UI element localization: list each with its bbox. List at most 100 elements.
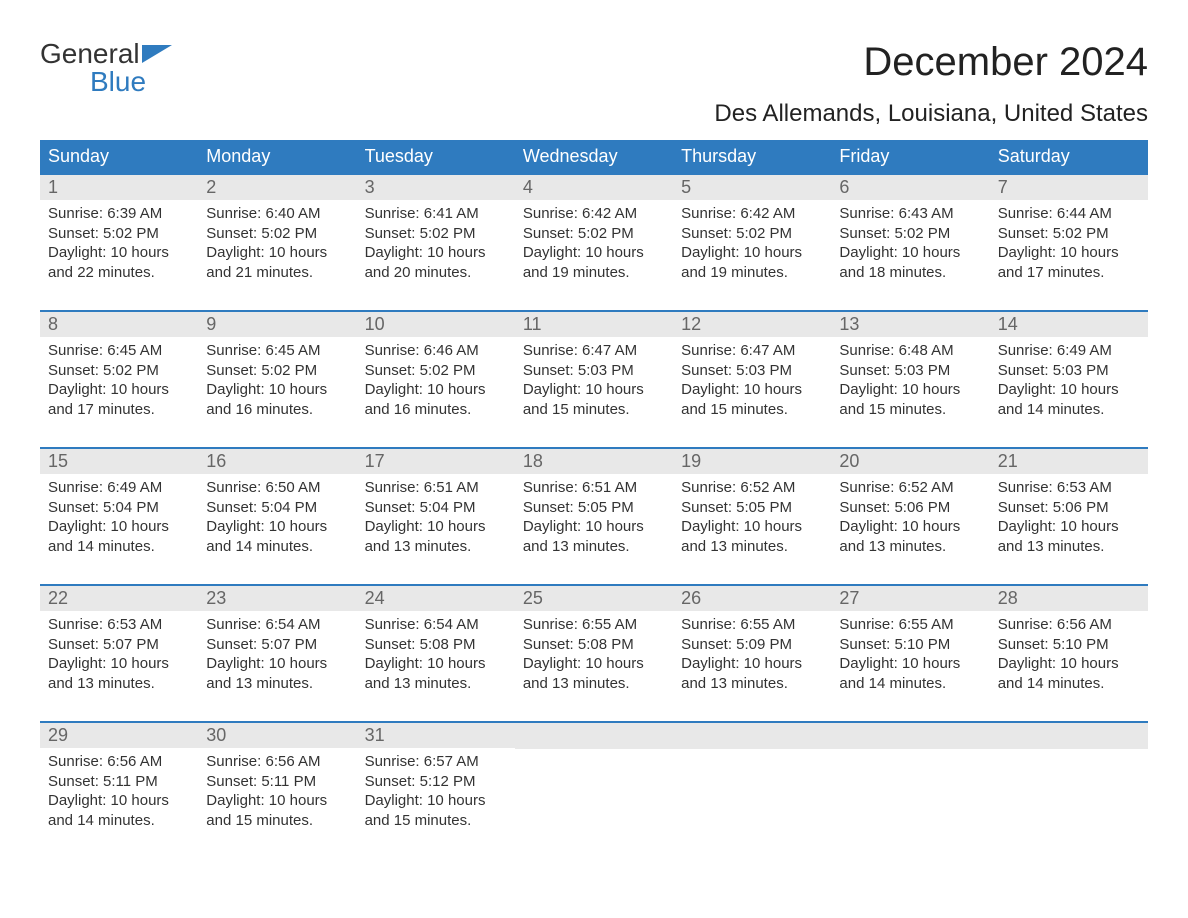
day-header: Saturday — [990, 140, 1148, 174]
day-body: Sunrise: 6:56 AMSunset: 5:10 PMDaylight:… — [990, 611, 1148, 721]
day-header: Wednesday — [515, 140, 673, 174]
day-number-empty — [515, 723, 673, 749]
day-number: 22 — [40, 586, 198, 611]
page-title: December 2024 — [863, 40, 1148, 85]
daylight-text: Daylight: 10 hours — [48, 243, 190, 263]
daylight-text: Daylight: 10 hours — [365, 791, 507, 811]
daylight-text: Daylight: 10 hours — [998, 517, 1140, 537]
daylight-text: and 15 minutes. — [206, 811, 348, 831]
day-number: 9 — [198, 312, 356, 337]
sunset-text: Sunset: 5:04 PM — [48, 498, 190, 518]
sunrise-text: Sunrise: 6:40 AM — [206, 204, 348, 224]
daylight-text: and 15 minutes. — [365, 811, 507, 831]
calendar-cell: 7Sunrise: 6:44 AMSunset: 5:02 PMDaylight… — [990, 174, 1148, 311]
calendar-cell: 4Sunrise: 6:42 AMSunset: 5:02 PMDaylight… — [515, 174, 673, 311]
sunset-text: Sunset: 5:02 PM — [365, 361, 507, 381]
day-header: Thursday — [673, 140, 831, 174]
sunset-text: Sunset: 5:03 PM — [523, 361, 665, 381]
sunrise-text: Sunrise: 6:55 AM — [523, 615, 665, 635]
calendar-cell: 27Sunrise: 6:55 AMSunset: 5:10 PMDayligh… — [831, 585, 989, 722]
daylight-text: Daylight: 10 hours — [839, 654, 981, 674]
calendar-cell — [673, 722, 831, 858]
sunset-text: Sunset: 5:10 PM — [839, 635, 981, 655]
daylight-text: Daylight: 10 hours — [839, 380, 981, 400]
sunset-text: Sunset: 5:12 PM — [365, 772, 507, 792]
daylight-text: Daylight: 10 hours — [48, 654, 190, 674]
sunset-text: Sunset: 5:11 PM — [206, 772, 348, 792]
daylight-text: and 13 minutes. — [998, 537, 1140, 557]
day-body: Sunrise: 6:49 AMSunset: 5:04 PMDaylight:… — [40, 474, 198, 584]
daylight-text: and 14 minutes. — [839, 674, 981, 694]
day-number: 3 — [357, 175, 515, 200]
day-body: Sunrise: 6:41 AMSunset: 5:02 PMDaylight:… — [357, 200, 515, 310]
day-body: Sunrise: 6:56 AMSunset: 5:11 PMDaylight:… — [198, 748, 356, 858]
sunrise-text: Sunrise: 6:54 AM — [206, 615, 348, 635]
day-number: 11 — [515, 312, 673, 337]
daylight-text: and 16 minutes. — [365, 400, 507, 420]
sunset-text: Sunset: 5:02 PM — [998, 224, 1140, 244]
daylight-text: and 13 minutes. — [523, 674, 665, 694]
calendar-cell: 29Sunrise: 6:56 AMSunset: 5:11 PMDayligh… — [40, 722, 198, 858]
sunset-text: Sunset: 5:10 PM — [998, 635, 1140, 655]
day-header: Monday — [198, 140, 356, 174]
sunrise-text: Sunrise: 6:55 AM — [681, 615, 823, 635]
calendar-table: SundayMondayTuesdayWednesdayThursdayFrid… — [40, 140, 1148, 858]
day-body: Sunrise: 6:44 AMSunset: 5:02 PMDaylight:… — [990, 200, 1148, 310]
daylight-text: Daylight: 10 hours — [523, 517, 665, 537]
daylight-text: Daylight: 10 hours — [839, 517, 981, 537]
day-body: Sunrise: 6:54 AMSunset: 5:07 PMDaylight:… — [198, 611, 356, 721]
sunrise-text: Sunrise: 6:52 AM — [681, 478, 823, 498]
day-body: Sunrise: 6:46 AMSunset: 5:02 PMDaylight:… — [357, 337, 515, 447]
sunrise-text: Sunrise: 6:50 AM — [206, 478, 348, 498]
day-number: 24 — [357, 586, 515, 611]
day-body: Sunrise: 6:47 AMSunset: 5:03 PMDaylight:… — [515, 337, 673, 447]
sunset-text: Sunset: 5:04 PM — [365, 498, 507, 518]
sunrise-text: Sunrise: 6:57 AM — [365, 752, 507, 772]
daylight-text: and 13 minutes. — [365, 537, 507, 557]
day-number: 8 — [40, 312, 198, 337]
day-number: 28 — [990, 586, 1148, 611]
calendar-cell: 2Sunrise: 6:40 AMSunset: 5:02 PMDaylight… — [198, 174, 356, 311]
sunset-text: Sunset: 5:03 PM — [681, 361, 823, 381]
sunset-text: Sunset: 5:02 PM — [206, 361, 348, 381]
daylight-text: and 22 minutes. — [48, 263, 190, 283]
daylight-text: and 15 minutes. — [839, 400, 981, 420]
sunset-text: Sunset: 5:03 PM — [998, 361, 1140, 381]
calendar-cell: 26Sunrise: 6:55 AMSunset: 5:09 PMDayligh… — [673, 585, 831, 722]
sunset-text: Sunset: 5:08 PM — [365, 635, 507, 655]
day-number: 4 — [515, 175, 673, 200]
day-number: 12 — [673, 312, 831, 337]
daylight-text: and 14 minutes. — [998, 674, 1140, 694]
day-body: Sunrise: 6:48 AMSunset: 5:03 PMDaylight:… — [831, 337, 989, 447]
daylight-text: Daylight: 10 hours — [206, 791, 348, 811]
day-header: Tuesday — [357, 140, 515, 174]
daylight-text: and 13 minutes. — [523, 537, 665, 557]
sunrise-text: Sunrise: 6:47 AM — [681, 341, 823, 361]
sunrise-text: Sunrise: 6:53 AM — [48, 615, 190, 635]
day-number: 26 — [673, 586, 831, 611]
sunrise-text: Sunrise: 6:54 AM — [365, 615, 507, 635]
daylight-text: Daylight: 10 hours — [523, 243, 665, 263]
calendar-cell: 24Sunrise: 6:54 AMSunset: 5:08 PMDayligh… — [357, 585, 515, 722]
day-body: Sunrise: 6:53 AMSunset: 5:06 PMDaylight:… — [990, 474, 1148, 584]
sunrise-text: Sunrise: 6:56 AM — [998, 615, 1140, 635]
sunrise-text: Sunrise: 6:42 AM — [523, 204, 665, 224]
day-number: 25 — [515, 586, 673, 611]
location-subtitle: Des Allemands, Louisiana, United States — [40, 100, 1148, 128]
daylight-text: Daylight: 10 hours — [839, 243, 981, 263]
sunset-text: Sunset: 5:11 PM — [48, 772, 190, 792]
day-number: 13 — [831, 312, 989, 337]
sunrise-text: Sunrise: 6:48 AM — [839, 341, 981, 361]
daylight-text: and 13 minutes. — [681, 674, 823, 694]
sunset-text: Sunset: 5:02 PM — [48, 361, 190, 381]
daylight-text: and 13 minutes. — [839, 537, 981, 557]
daylight-text: and 13 minutes. — [48, 674, 190, 694]
day-body: Sunrise: 6:52 AMSunset: 5:06 PMDaylight:… — [831, 474, 989, 584]
sunrise-text: Sunrise: 6:49 AM — [998, 341, 1140, 361]
calendar-cell: 10Sunrise: 6:46 AMSunset: 5:02 PMDayligh… — [357, 311, 515, 448]
sunrise-text: Sunrise: 6:43 AM — [839, 204, 981, 224]
day-body: Sunrise: 6:42 AMSunset: 5:02 PMDaylight:… — [673, 200, 831, 310]
sunrise-text: Sunrise: 6:49 AM — [48, 478, 190, 498]
day-body: Sunrise: 6:55 AMSunset: 5:10 PMDaylight:… — [831, 611, 989, 721]
daylight-text: and 13 minutes. — [681, 537, 823, 557]
